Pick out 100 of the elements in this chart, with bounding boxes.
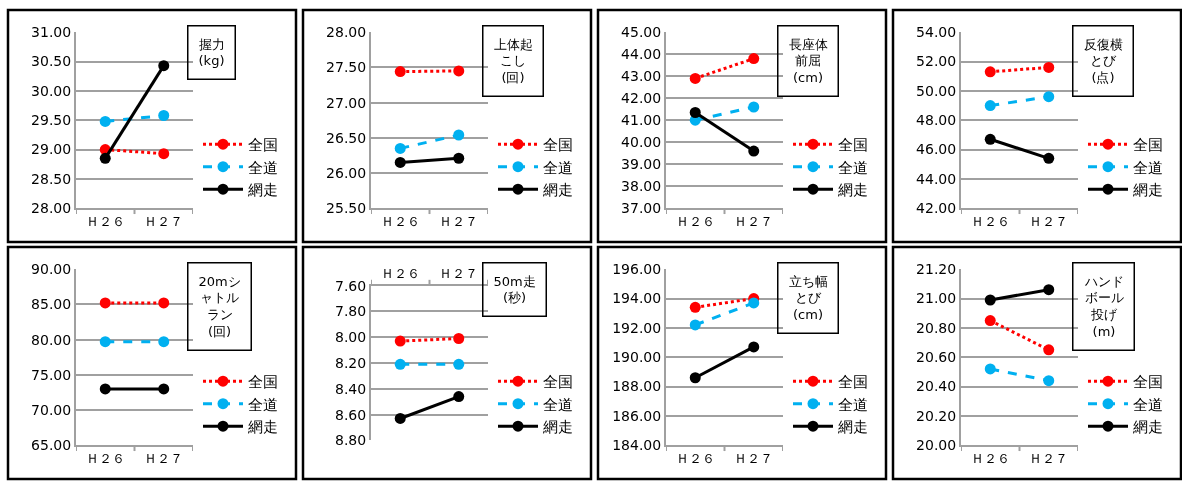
y-tick-label: 45.00 xyxy=(621,24,662,41)
y-tick-label: 65.00 xyxy=(31,437,72,454)
point xyxy=(689,72,701,84)
y-tick-label: 194.00 xyxy=(612,290,662,307)
point xyxy=(689,319,701,331)
point xyxy=(158,336,170,348)
y-tick-label: 196.00 xyxy=(612,261,662,278)
y-tick-label: 21.20 xyxy=(916,261,957,278)
point xyxy=(748,297,760,309)
y-tick-label: 186.00 xyxy=(612,407,662,424)
legend-label: 全道 xyxy=(543,158,573,177)
y-tick-label: 8.80 xyxy=(335,432,367,449)
point xyxy=(453,358,465,370)
y-tick-label: 30.00 xyxy=(31,82,72,99)
y-tick-label: 20.40 xyxy=(916,378,957,395)
x-tick-label: Ｈ２６ xyxy=(970,213,1010,229)
y-tick-label: 80.00 xyxy=(31,331,72,348)
legend-label: 全道 xyxy=(838,158,868,177)
point xyxy=(99,383,111,395)
point xyxy=(158,110,170,122)
point xyxy=(1043,152,1055,164)
point xyxy=(1043,375,1055,387)
y-tick-label: 20.60 xyxy=(916,349,957,366)
legend-label: 網走 xyxy=(1132,181,1163,200)
y-tick-label: 44.00 xyxy=(916,170,957,187)
y-tick-label: 38.00 xyxy=(621,178,662,195)
legend-label: 全国 xyxy=(1133,373,1163,392)
x-tick-label: Ｈ２６ xyxy=(380,266,420,282)
x-tick-label: Ｈ２６ xyxy=(85,450,125,466)
point xyxy=(453,65,465,77)
text: 立ち幅とび(cm) xyxy=(788,273,828,323)
y-tick-label: 8.60 xyxy=(335,406,367,423)
x-tick-label: Ｈ２７ xyxy=(1029,450,1069,466)
legend-label: 網走 xyxy=(542,418,573,437)
y-tick-label: 29.50 xyxy=(31,112,72,129)
legend-label: 全道 xyxy=(248,158,278,177)
y-tick-label: 7.80 xyxy=(335,303,367,320)
y-tick-label: 46.00 xyxy=(916,141,957,158)
x-tick-label: Ｈ２６ xyxy=(675,450,715,466)
y-tick-label: 27.50 xyxy=(326,59,367,76)
legend-label: 網走 xyxy=(837,181,868,200)
point xyxy=(748,341,760,353)
y-tick-label: 8.20 xyxy=(335,354,367,371)
point xyxy=(984,66,996,78)
text: 20mシャトルラン(回) xyxy=(198,273,241,340)
text: 握力(kg) xyxy=(198,36,225,69)
point xyxy=(748,53,760,65)
point xyxy=(158,383,170,395)
point xyxy=(748,145,760,157)
y-tick-label: 188.00 xyxy=(612,378,662,395)
y-tick-label: 54.00 xyxy=(916,24,957,41)
point xyxy=(99,115,111,127)
y-tick-label: 50.00 xyxy=(916,82,957,99)
y-tick-label: 75.00 xyxy=(31,366,72,383)
point xyxy=(984,133,996,145)
point xyxy=(453,152,465,164)
point xyxy=(689,107,701,119)
y-tick-label: 184.00 xyxy=(612,437,662,454)
point xyxy=(689,372,701,384)
point xyxy=(394,335,406,347)
y-tick-label: 8.40 xyxy=(335,380,367,397)
y-tick-label: 190.00 xyxy=(612,349,662,366)
point xyxy=(99,152,111,164)
point xyxy=(99,336,111,348)
y-tick-label: 7.60 xyxy=(335,277,367,294)
text: 長座体前屈(cm) xyxy=(788,36,828,86)
y-tick-label: 20.20 xyxy=(916,407,957,424)
text: 上体起こし(回) xyxy=(493,36,533,86)
legend-label: 全道 xyxy=(543,395,573,414)
point xyxy=(394,412,406,424)
point xyxy=(984,100,996,112)
y-tick-label: 48.00 xyxy=(916,112,957,129)
x-tick-label: Ｈ２７ xyxy=(734,213,774,229)
point xyxy=(394,358,406,370)
point xyxy=(984,315,996,327)
x-tick-label: Ｈ２７ xyxy=(439,213,479,229)
legend-label: 全国 xyxy=(838,136,868,155)
legend-label: 全国 xyxy=(1133,136,1163,155)
y-tick-label: 43.00 xyxy=(621,68,662,85)
y-tick-label: 37.00 xyxy=(621,200,662,217)
point xyxy=(99,297,111,309)
x-tick-label: Ｈ２７ xyxy=(144,450,184,466)
point xyxy=(158,148,170,160)
y-tick-label: 8.00 xyxy=(335,329,367,346)
legend-label: 全道 xyxy=(1133,158,1163,177)
point xyxy=(158,60,170,72)
point xyxy=(689,301,701,313)
y-tick-label: 40.00 xyxy=(621,134,662,151)
y-tick-label: 31.00 xyxy=(31,24,72,41)
y-tick-label: 20.80 xyxy=(916,319,957,336)
legend-label: 全国 xyxy=(248,373,278,392)
legend-label: 全道 xyxy=(248,395,278,414)
x-tick-label: Ｈ２６ xyxy=(85,213,125,229)
text: 50m走(秒) xyxy=(493,273,536,306)
y-tick-label: 27.00 xyxy=(326,94,367,111)
point xyxy=(1043,284,1055,296)
y-tick-label: 70.00 xyxy=(31,401,72,418)
x-tick-label: Ｈ２７ xyxy=(144,213,184,229)
point xyxy=(394,156,406,168)
y-tick-label: 25.50 xyxy=(326,200,367,217)
